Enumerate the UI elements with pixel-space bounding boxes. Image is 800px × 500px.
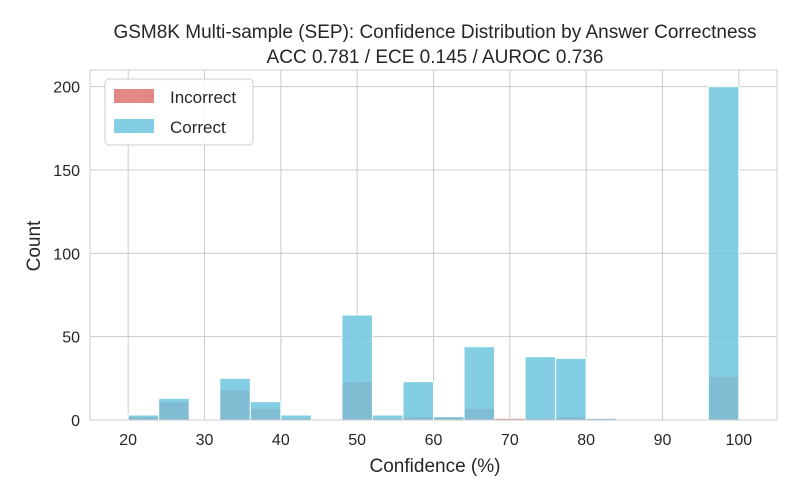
correct-bar: [127, 414, 160, 421]
y-tick-label: 200: [53, 80, 80, 97]
x-tick-label: 60: [425, 432, 443, 449]
chart-title: GSM8K Multi-sample (SEP): Confidence Dis…: [113, 22, 756, 43]
correct-bar: [524, 356, 557, 421]
correct-bar: [249, 401, 282, 421]
y-tick-label: 50: [62, 330, 80, 347]
chart-subtitle: ACC 0.781 / ECE 0.145 / AUROC 0.736: [267, 47, 604, 68]
correct-bar: [158, 397, 190, 421]
x-axis-label: Confidence (%): [370, 456, 501, 477]
x-tick-label: 70: [501, 432, 519, 449]
x-tick-label: 80: [577, 432, 595, 449]
legend-swatch-correct: [114, 119, 154, 133]
correct-bar: [341, 314, 373, 421]
legend: Incorrect Correct: [104, 78, 254, 146]
correct-bar: [371, 414, 404, 421]
legend-swatch-incorrect: [114, 89, 154, 103]
correct-bar: [219, 377, 251, 421]
legend-label-incorrect: Incorrect: [170, 88, 236, 107]
legend-label-correct: Correct: [170, 118, 226, 137]
x-tick-labels: 20 30 40 50 60 70 80 90 100: [119, 432, 752, 449]
correct-bar: [280, 414, 312, 421]
y-axis-label: Count: [24, 220, 45, 271]
x-tick-label: 90: [654, 432, 672, 449]
y-tick-labels: 0 50 100 150 200: [53, 80, 80, 430]
y-tick-label: 150: [53, 163, 80, 180]
correct-bar: [707, 86, 740, 421]
x-tick-label: 30: [196, 432, 214, 449]
correct-bar: [463, 346, 496, 421]
x-tick-label: 50: [348, 432, 366, 449]
plot-frame: [89, 69, 778, 421]
correct-bar: [402, 381, 435, 421]
correct-series: [127, 86, 740, 421]
correct-bar: [555, 357, 587, 421]
x-tick-label: 20: [119, 432, 137, 449]
y-tick-label: 0: [71, 413, 80, 430]
x-tick-label: 100: [725, 432, 752, 449]
y-tick-label: 100: [53, 246, 80, 263]
x-tick-label: 40: [272, 432, 290, 449]
